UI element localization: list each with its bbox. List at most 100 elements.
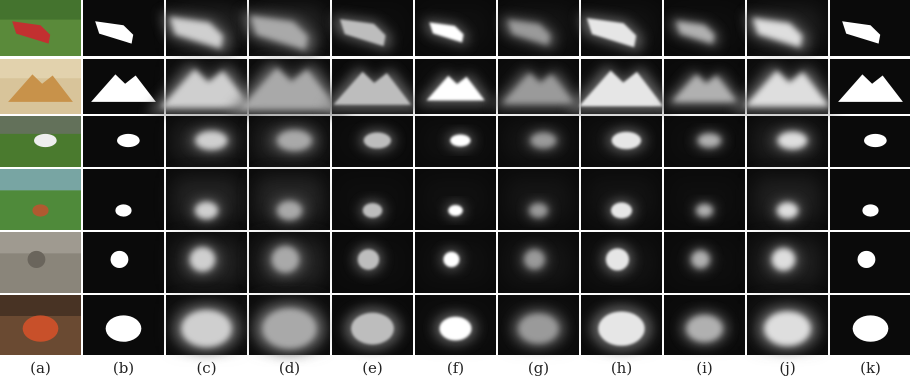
column-label: (k)	[860, 359, 881, 377]
region	[450, 135, 470, 147]
region	[117, 134, 140, 147]
image-cell	[664, 116, 745, 167]
image-cell	[249, 295, 330, 355]
image-cell	[498, 169, 579, 230]
image-cell	[241, 0, 330, 56]
image-cell	[581, 169, 662, 230]
region	[195, 131, 227, 150]
region	[34, 134, 57, 147]
region	[182, 310, 232, 347]
image-cell	[498, 232, 579, 293]
page: (a)(b)(c)(d)(e)(f)(g)(h)(i)(j)(k) (() =>…	[0, 0, 910, 382]
region	[777, 203, 798, 219]
image-cell	[415, 169, 496, 230]
saliency-map	[830, 169, 910, 230]
image-cell	[0, 59, 81, 114]
region	[277, 131, 311, 151]
photo-background	[0, 59, 81, 78]
region	[28, 251, 46, 268]
image-cell	[0, 116, 81, 167]
image-cell	[498, 295, 579, 355]
image-cell	[566, 59, 676, 114]
saliency-map	[83, 169, 164, 230]
image-cell	[332, 232, 413, 293]
image-cell	[830, 116, 910, 167]
image-cell	[747, 232, 828, 293]
column-labels: (a)(b)(c)(d)(e)(f)(g)(h)(i)(j)(k)	[30, 359, 881, 377]
image-cell	[83, 0, 164, 56]
region	[358, 249, 379, 269]
image-cell	[830, 0, 910, 56]
image-cell	[0, 169, 81, 230]
image-cell	[161, 0, 247, 56]
region	[531, 133, 556, 148]
image-cell	[0, 232, 81, 293]
photo-background	[0, 232, 81, 253]
image-cell	[0, 295, 81, 355]
region	[611, 203, 632, 219]
region	[696, 204, 712, 216]
image-cell	[581, 232, 662, 293]
photo-background	[0, 295, 81, 316]
region	[115, 204, 131, 216]
column-label: (j)	[779, 359, 795, 377]
region	[23, 315, 59, 341]
image-cell	[581, 116, 662, 167]
region	[698, 134, 721, 147]
image-cell	[581, 295, 662, 355]
image-cell	[332, 0, 413, 56]
image-cell	[415, 59, 496, 114]
image-cell	[166, 232, 247, 293]
image-cell	[747, 169, 828, 230]
region	[598, 311, 644, 345]
image-cell	[415, 295, 496, 355]
image-cell	[415, 232, 496, 293]
photo-background	[0, 169, 81, 190]
region	[530, 204, 548, 217]
region	[351, 313, 394, 345]
image-cell	[83, 295, 164, 355]
image-cell	[249, 232, 330, 293]
image-cell	[83, 232, 164, 293]
region	[519, 314, 558, 343]
image-cell	[415, 0, 496, 56]
image-cell	[744, 0, 828, 56]
image-cell	[664, 295, 745, 355]
image-cell	[83, 59, 164, 114]
image-cell	[249, 116, 330, 167]
image-cell	[664, 0, 745, 56]
image-cell	[249, 169, 330, 230]
image-cell	[332, 169, 413, 230]
column-label: (b)	[113, 359, 134, 377]
image-cell	[332, 295, 413, 355]
region	[272, 247, 299, 273]
column-label: (f)	[447, 359, 464, 377]
region	[363, 203, 382, 218]
image-cell	[166, 116, 247, 167]
image-cell	[498, 116, 579, 167]
region	[106, 315, 142, 341]
column-label: (c)	[196, 359, 216, 377]
image-cell	[830, 169, 910, 230]
region	[190, 247, 215, 271]
region	[32, 204, 48, 216]
region	[111, 251, 129, 268]
region	[195, 202, 218, 219]
region	[448, 205, 463, 216]
column-label: (g)	[528, 359, 549, 377]
photo-background	[0, 116, 81, 134]
region	[772, 248, 795, 270]
image-cell	[166, 169, 247, 230]
image-cell	[498, 0, 579, 56]
region	[778, 132, 807, 149]
region	[692, 251, 710, 268]
region	[612, 132, 641, 149]
image-grid	[0, 0, 910, 355]
image-cell	[415, 116, 496, 167]
image-cell	[578, 0, 662, 56]
region	[606, 248, 629, 270]
column-label: (e)	[362, 359, 383, 377]
photo-background	[0, 0, 81, 20]
figure: (a)(b)(c)(d)(e)(f)(g)(h)(i)(j)(k)	[0, 0, 910, 382]
region	[525, 250, 545, 269]
